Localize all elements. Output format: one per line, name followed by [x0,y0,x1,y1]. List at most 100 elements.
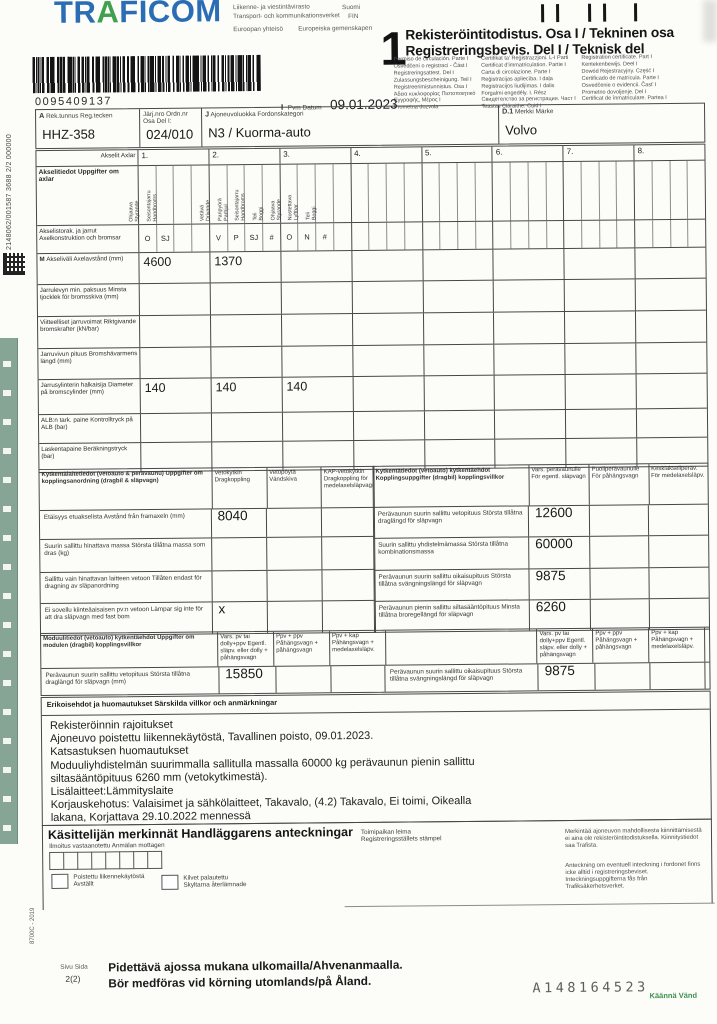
axle-subcell [599,161,618,220]
language-name: Certificat de înmatriculare. Partea I [581,95,667,103]
axle-value-cell [423,280,495,313]
axle-column: O N # [280,223,352,251]
coupling-header-row: Kytkentätiedot (vetoauto) kytkentäehdot … [373,463,708,508]
field-order-number: Järj.nro Ordn.nr Osa Del I: 024/010 [140,108,203,148]
coupling-column-header: Vars. perävaunulle För egentl. släpvagn [529,464,590,506]
page-number: 2(2) [65,973,81,984]
axle-vertical-label: Teli Boggi [305,168,318,221]
coupling-header: Kytkentätiedot (vetoauto) kytkentäehdot … [373,465,530,507]
coupling-column-header: Keskiakseliperäv. För medelaxelsläpv. [651,465,705,480]
alignment-tick [603,3,607,22]
axle-label-prefix: M [39,255,47,264]
module-table: Moduulitiedot (vetoauto) kytkentäehdot U… [40,626,711,697]
axle-vlabel-sv: Drivande [205,200,212,222]
traficom-logo: TRAFICOM [54,0,222,31]
document-title-fi: Rekisteröintitodistus. Osa I / Tekninen … [405,24,675,43]
date-entry-box [64,851,79,870]
agency-name-sv: Transport- och kommunikationsverket [233,12,340,21]
security-strip [0,338,18,844]
axle-subcell [404,163,421,221]
axle-code-cell [369,222,388,250]
axle-subcell: Teli Boggi [306,164,335,223]
coupling-value-cell [649,536,708,568]
document-id: A148164523 [532,979,649,997]
axle-value-cell [424,375,496,411]
axle-value-cell [636,279,706,311]
axle-subcell [652,160,671,220]
handler-notes-section: Käsittelijän merkinnät Handläggarens ant… [41,818,713,911]
coupling-row-label: Etäisyys etuakselista Avstånd från frama… [39,509,212,540]
axle-subcell [475,163,492,221]
field-vehicle-class: J Ajoneuvoluokka Fordonskategori N3 / Ku… [202,105,500,147]
axle-value-cell [353,376,425,412]
coupling-value-cell: 8040 [211,508,267,538]
date-entry-box [148,850,163,870]
eu-community-fi: Euroopan yhteisö [233,25,284,34]
axle-value-cell [352,313,424,346]
date-entry-box [92,851,107,870]
alignment-tick [634,3,638,22]
axle-subcell [528,162,547,221]
axle-subcell [492,162,512,221]
coupling-row-label: Suurin sallittu hinattava massa Största … [40,538,213,573]
axle-value-cell [494,375,567,410]
axle-code-cell: # [269,232,274,242]
order-value: 024/010 [146,126,194,142]
axle-column [493,221,565,249]
coupling-value-cell [212,570,268,602]
field-registration: A Rek.tunnus Reg.tecken HHZ-358 [36,109,141,149]
axle-value-cell [564,279,637,312]
field-j-prefix: J [205,109,210,119]
vehicle-id-row: A Rek.tunnus Reg.tecken HHZ-358 Järj.nro… [35,102,706,150]
axle-row-label: Viitteelliset jarruvoimat Riktgivande br… [37,316,141,349]
module-column-header: Ppv + kap Påhängsvagn + medelaxelsläpv. [329,630,387,666]
coupling-value-cell [267,601,323,633]
module-right-value: 9875 [538,663,596,691]
axle-code-cell: O [139,224,158,253]
axle-row-label: M Akseliväli Axelavstånd (mm) [37,253,140,285]
axle-subcell [351,163,370,223]
axle-vertical-label: Paripyörä Parhjul [217,169,230,222]
axle-value-cell [140,347,212,379]
agency-name-fi: Liikenne- ja viestintävirasto [233,3,310,12]
stamp-label-sv: Registreringsställets stämpel [360,835,442,844]
axle-subwrap: V P SJ # [209,223,280,252]
axle-value-cell [636,311,706,343]
axle-value-cell [424,410,496,440]
country-code: FIN [348,12,359,21]
country-name: Suomi [342,3,361,12]
axle-table: Akselit Axlar 1. 2. 3. 4. 5. 6. 7. 8. Akselitiedo… [35,143,709,474]
axle-vlabel-sv: Boggi [311,206,318,221]
axle-code-cell [547,221,564,248]
axle-code-cell: N [298,223,317,251]
axle-column: V P SJ # [209,223,282,252]
axle-code-cell [440,222,459,250]
axle-code-cell [652,219,671,248]
language-column: Ċertifikat ta' Reġistrazzjoni. L-I Parti… [481,55,576,111]
axle-subwrap [564,220,634,249]
axle-value-cell: 140 [211,377,283,413]
axle-code-cell [635,220,654,248]
coupling-row: Etäisyys etuakselista Avstånd från frama… [39,507,375,541]
axle-vertical-label: Seisontajarru Handbroms [234,169,248,221]
coupling-value-cell [322,570,375,600]
coupling-row-label: Perävaunun pienin sallittu siltasääntöpi… [374,600,531,632]
axle-value-cell [423,312,495,345]
checkbox1-fi: Poistettu liikennekäytöstä [73,873,145,881]
strip-dashes [3,338,11,844]
module-empty-cell [385,629,538,665]
logo-text: TR [53,0,97,30]
axle-code-cell: SJ [245,223,264,252]
module-header: Moduulitiedot (vetoauto) kytkentäehdot U… [41,632,219,669]
date-entry-box [134,851,149,870]
axle-subwrap [635,219,705,248]
axle-column [492,162,565,221]
axle-value-cell [139,315,212,348]
axle-number: 2. [209,148,281,165]
axle-number: 7. [563,145,635,162]
coupling-value-cell [590,599,651,630]
axle-code-cell [582,220,601,248]
axle-code-cell [351,222,370,251]
alignment-tick [541,4,545,23]
